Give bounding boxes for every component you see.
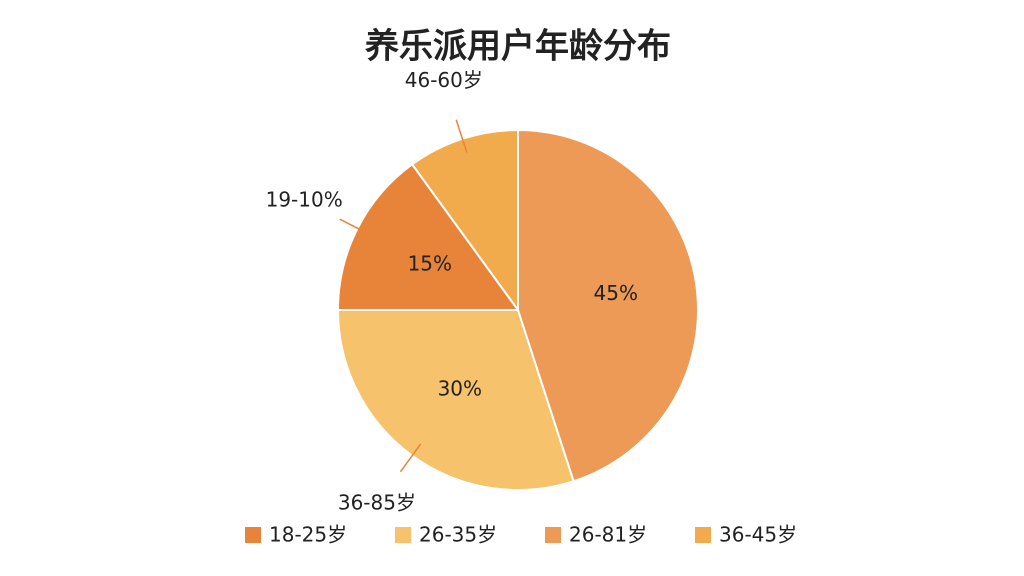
- legend-swatch: [545, 527, 561, 543]
- legend-swatch: [395, 527, 411, 543]
- outer-label: 19-10%: [266, 188, 343, 212]
- legend-label: 36-45岁: [719, 523, 797, 547]
- leader-line: [455, 119, 468, 153]
- outer-label: 36-85岁: [338, 491, 416, 515]
- legend-label: 18-25岁: [269, 523, 347, 547]
- legend-swatch: [695, 527, 711, 543]
- outer-label: 46-60岁: [405, 68, 483, 92]
- leader-line: [339, 218, 371, 236]
- legend-label: 26-35岁: [419, 523, 497, 547]
- slice-label: 45%: [594, 281, 638, 305]
- slice-label: 30%: [438, 377, 482, 401]
- leader-line: [399, 443, 422, 473]
- chart-title: 养乐派用户年龄分布: [365, 27, 671, 67]
- legend-swatch: [245, 527, 261, 543]
- pie-slice: [517, 128, 699, 483]
- slice-label: 15%: [408, 252, 452, 276]
- legend-label: 26-81岁: [569, 523, 647, 547]
